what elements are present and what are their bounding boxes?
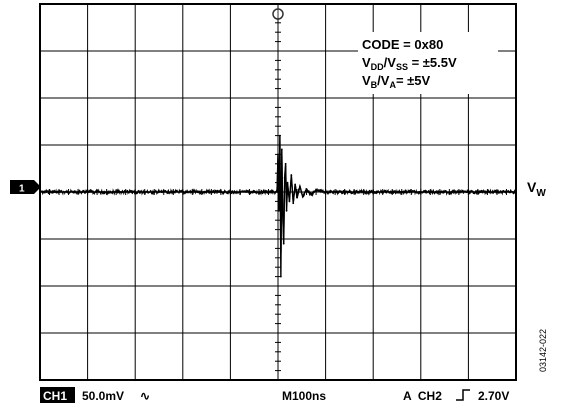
waveform-point	[279, 275, 282, 278]
waveform-point	[292, 202, 295, 205]
volts-per-div: 50.0mV	[82, 389, 124, 403]
timebase: M100ns	[282, 389, 326, 403]
waveform-point	[277, 153, 279, 156]
waveform-point	[372, 191, 375, 193]
waveform-point	[301, 195, 304, 198]
channel-1-marker	[10, 180, 41, 194]
waveform-point	[283, 177, 286, 179]
waveform-point	[278, 209, 280, 212]
vdd-vss-text: VDD/VSS = ±5.5V	[362, 55, 457, 72]
waveform-point	[284, 162, 287, 165]
waveform-point	[290, 174, 293, 176]
waveform-point	[299, 185, 301, 188]
waveform-point	[280, 148, 283, 151]
waveform-point	[348, 191, 351, 193]
figure-id: 03142-022	[538, 329, 548, 372]
waveform-point	[419, 191, 422, 193]
waveform-point	[39, 191, 41, 193]
waveform-point	[276, 191, 278, 193]
waveform-point	[285, 209, 288, 212]
rising-edge-icon	[456, 389, 470, 401]
ch1-box-label: CH1	[43, 389, 67, 403]
waveform-point	[315, 189, 317, 192]
trigger-source: A CH2	[403, 389, 442, 403]
bandwidth-limit-symbol: ∿	[140, 389, 150, 403]
waveform-point	[294, 183, 297, 186]
code-text: CODE = 0x80	[362, 37, 443, 52]
waveform-point	[282, 242, 285, 245]
vb-va-text: VB/VA= ±5V	[362, 73, 431, 90]
waveform-point	[267, 191, 270, 193]
waveform-point	[515, 191, 517, 193]
trace-label: VW	[527, 179, 546, 199]
waveform-point	[288, 200, 291, 203]
waveform-point	[279, 134, 281, 137]
waveform-marks	[39, 134, 517, 278]
waveform-point	[286, 181, 289, 184]
waveform-point	[305, 188, 308, 191]
waveform-point	[310, 193, 313, 196]
ch1-box	[40, 387, 75, 403]
waveform-point	[324, 191, 327, 193]
waveform-point	[281, 214, 284, 217]
channel-1-marker-label: 1	[19, 184, 25, 195]
annotation-background	[358, 32, 498, 94]
trigger-level: 2.70V	[478, 389, 509, 403]
waveform-point	[296, 196, 298, 199]
